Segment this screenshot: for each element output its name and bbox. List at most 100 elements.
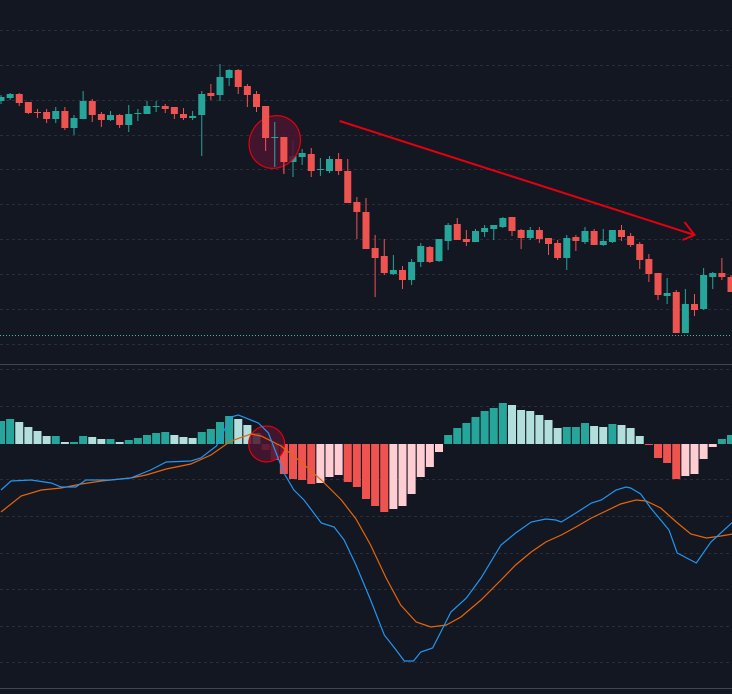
candle-body [97, 114, 105, 120]
candle [627, 233, 635, 247]
candle-body [627, 236, 635, 245]
candle [526, 227, 534, 240]
candle [426, 246, 434, 263]
histogram-bar [471, 417, 480, 444]
candle-body [636, 244, 644, 260]
candle [125, 105, 133, 132]
candle [243, 84, 251, 107]
histogram-bar [590, 426, 599, 444]
histogram-bar [115, 442, 124, 444]
candle-body [590, 231, 598, 245]
histogram-bar [425, 444, 434, 467]
histogram-bar [42, 436, 51, 444]
candle [599, 229, 607, 246]
candle-body [618, 230, 625, 237]
histogram-bar [51, 436, 60, 444]
histogram-bar [143, 435, 151, 444]
macd-pane[interactable] [0, 403, 732, 662]
candle [344, 159, 352, 203]
candle [727, 275, 732, 292]
candle [399, 266, 406, 289]
histogram-bar [234, 419, 243, 444]
candle-body [389, 270, 397, 274]
histogram-bar [88, 437, 97, 444]
candle-body [408, 262, 416, 280]
histogram-bar [133, 438, 142, 444]
candle-body [472, 231, 479, 242]
histogram-bar [717, 439, 726, 444]
candle [472, 229, 479, 242]
candle-body [79, 101, 87, 119]
histogram-bar [571, 427, 580, 444]
histogram-bar [690, 444, 699, 474]
price-pane[interactable] [0, 64, 732, 336]
candle-body [645, 259, 653, 274]
histogram-bar [216, 422, 224, 444]
candle-body [599, 241, 607, 245]
candle-body [608, 230, 616, 242]
candle [307, 148, 315, 177]
candle [170, 107, 178, 119]
candle-body [508, 217, 516, 231]
histogram-bar [70, 442, 78, 444]
candle [24, 102, 32, 114]
candle-body [554, 243, 562, 258]
candle-body [481, 228, 489, 232]
candle-body [243, 86, 251, 95]
candle-body [88, 101, 96, 115]
candle [216, 64, 224, 101]
candle [371, 235, 379, 297]
trend-arrow-line [339, 120, 695, 236]
candle [572, 235, 580, 251]
histogram-bar [599, 427, 608, 444]
candle-body [161, 106, 169, 109]
histogram-bar [699, 444, 708, 459]
histogram-bar [316, 444, 325, 483]
histogram-bar [526, 411, 535, 444]
histogram-bar [197, 432, 206, 444]
candle [563, 235, 571, 270]
histogram-bar [654, 444, 662, 458]
candle-body [15, 94, 23, 103]
candle-body [681, 304, 689, 333]
candle-body [654, 273, 662, 295]
candle-body [435, 239, 443, 261]
candle [107, 111, 114, 121]
candle [79, 91, 87, 119]
candle [462, 230, 470, 246]
histogram-bar [444, 435, 453, 444]
histogram-bar [644, 444, 653, 445]
histogram-bar [727, 435, 732, 444]
candle [453, 218, 461, 240]
candle [52, 107, 60, 123]
histogram-bar [325, 444, 334, 477]
candle-body [326, 159, 333, 171]
candle [298, 149, 306, 165]
candle-body [116, 115, 124, 125]
candle [636, 242, 644, 269]
candle-body [572, 237, 580, 241]
histogram-bar [489, 408, 498, 444]
candle-body [371, 248, 379, 258]
histogram-bar [480, 411, 489, 444]
histogram-bar [416, 444, 425, 477]
candle-body [426, 247, 434, 262]
histogram-bar [97, 439, 106, 444]
histogram-bar [626, 428, 635, 444]
candle [234, 69, 242, 94]
candle [554, 240, 562, 260]
histogram-bar [380, 444, 389, 512]
histogram-bar [307, 444, 316, 484]
histogram-bar [635, 436, 644, 444]
candle-body [152, 106, 160, 107]
candle [608, 230, 616, 243]
candle [380, 239, 388, 275]
candle-body [517, 230, 525, 238]
candle [672, 290, 680, 333]
candle-body [344, 171, 352, 203]
candle-body [700, 275, 708, 309]
histogram-bar [279, 444, 288, 474]
candle-body [70, 118, 78, 128]
candle [709, 272, 717, 289]
